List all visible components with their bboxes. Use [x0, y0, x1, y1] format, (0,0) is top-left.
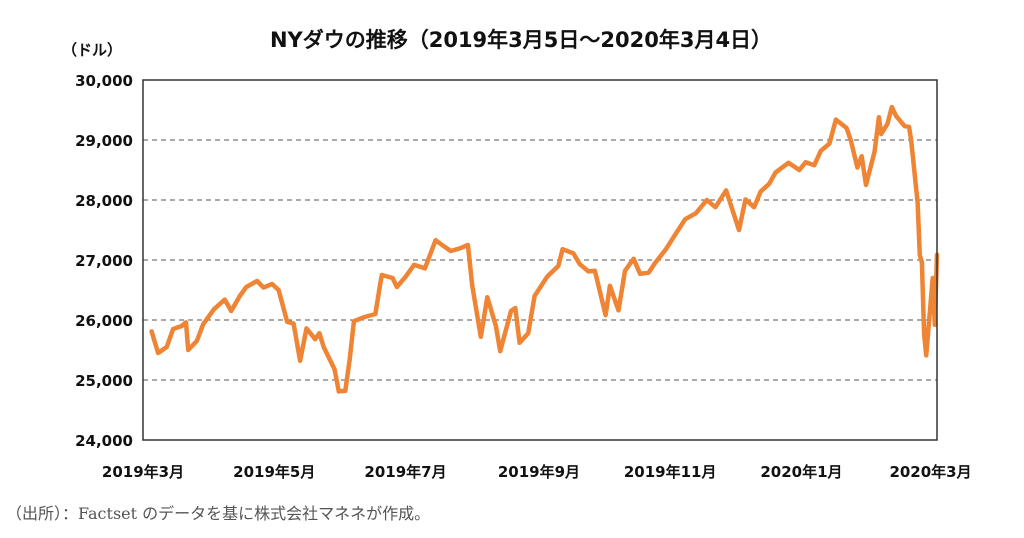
x-tick-label: 2019年9月 — [498, 463, 580, 481]
x-tick-label: 2019年5月 — [233, 463, 315, 481]
y-tick-label: 28,000 — [75, 192, 133, 210]
x-tick-label: 2019年7月 — [364, 463, 446, 481]
y-axis-ticks: 30,000 29,000 28,000 27,000 26,000 25,000 24,0… — [75, 72, 133, 450]
dow-series-line — [149, 104, 940, 394]
y-tick-label: 25,000 — [75, 372, 133, 390]
source-note: （出所）：Factset のデータを基に株式会社マネネが作成。 — [6, 504, 431, 523]
chart-title: NYダウの推移（2019年3月5日～2020年3月4日） — [270, 28, 772, 52]
y-tick-label: 27,000 — [75, 252, 133, 270]
gridlines — [143, 139, 937, 381]
x-tick-label: 2020年1月 — [760, 463, 842, 481]
y-tick-label: 26,000 — [75, 312, 133, 330]
y-axis-unit-label: （ドル） — [62, 41, 122, 59]
y-tick-label: 29,000 — [75, 132, 133, 150]
x-tick-label: 2019年3月 — [102, 463, 184, 481]
x-tick-label: 2020年3月 — [889, 463, 971, 481]
x-axis-ticks: 2019年3月 2019年5月 2019年7月 2019年9月 2019年11月 2020… — [102, 463, 972, 481]
y-tick-label: 24,000 — [75, 432, 133, 450]
plot-area-frame — [142, 79, 938, 441]
y-tick-label: 30,000 — [75, 72, 133, 90]
x-tick-label: 2019年11月 — [624, 463, 717, 481]
